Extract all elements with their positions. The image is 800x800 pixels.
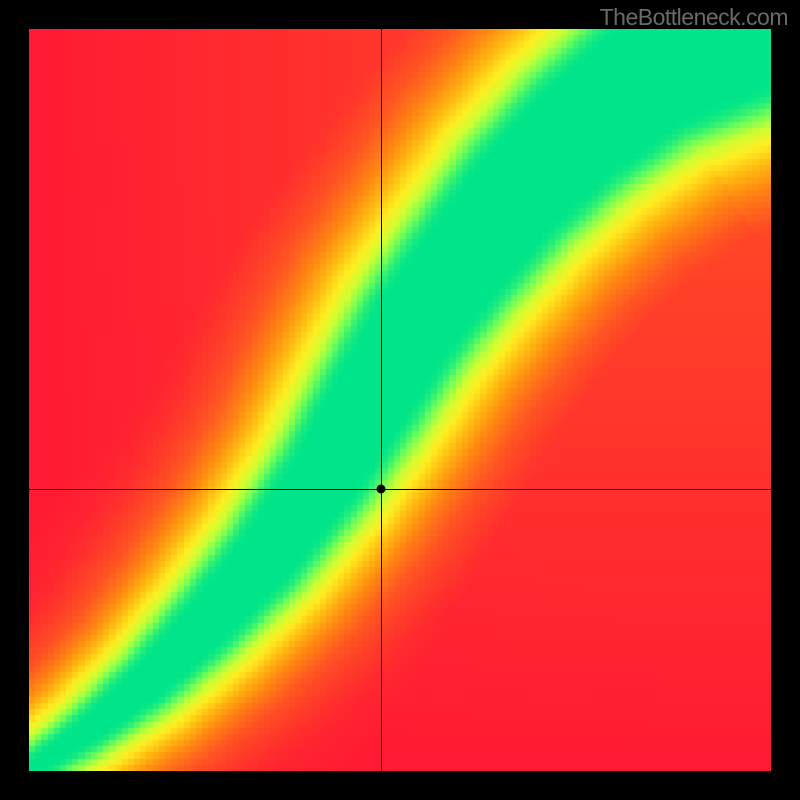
heatmap-plot bbox=[29, 29, 771, 771]
crosshair-horizontal bbox=[29, 489, 771, 490]
watermark-text: TheBottleneck.com bbox=[600, 4, 788, 31]
chart-container: TheBottleneck.com bbox=[0, 0, 800, 800]
crosshair-dot bbox=[377, 485, 386, 494]
crosshair-vertical bbox=[381, 29, 382, 771]
